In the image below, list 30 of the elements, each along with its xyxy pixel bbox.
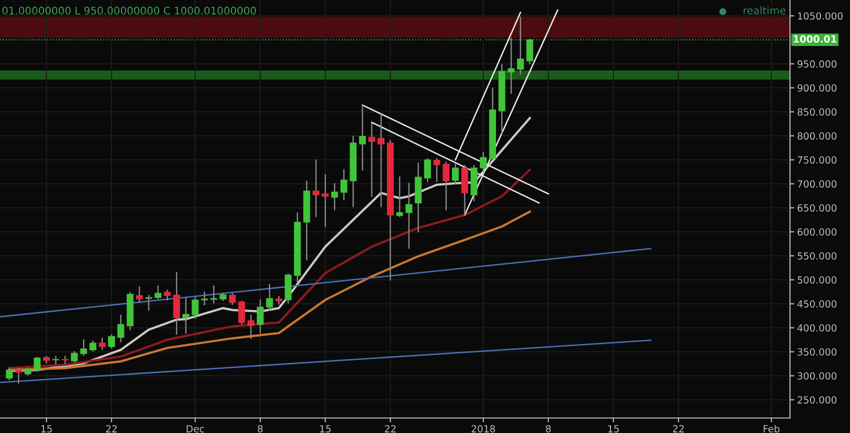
x-tick-label: 2018 <box>472 425 495 432</box>
y-tick-label: 300.000 <box>798 372 837 380</box>
y-tick-label: 750.000 <box>798 156 837 164</box>
x-tick-label: 8 <box>258 425 263 432</box>
x-tick-label: 22 <box>384 425 396 432</box>
annotation: realtime <box>744 6 786 14</box>
y-tick-label: 550.000 <box>798 252 837 260</box>
x-tick-label: 8 <box>546 425 551 432</box>
y-tick-label: 900.000 <box>798 84 837 92</box>
y-tick-label: 800.000 <box>798 132 837 140</box>
x-tick-label: 15 <box>608 425 619 432</box>
ref-line-label: 1000.01 <box>794 35 836 43</box>
y-tick-label: 1050.000 <box>798 12 843 20</box>
x-tick-label: Dec <box>186 425 204 432</box>
y-tick-label: 450.000 <box>797 300 837 308</box>
y-tick-label: 500.000 <box>798 276 837 284</box>
x-tick-label: 15 <box>41 425 52 432</box>
y-tick-label: 700.000 <box>798 180 837 188</box>
x-tick-label: Feb <box>764 424 780 432</box>
x-tick-label: 15 <box>320 425 331 432</box>
y-tick-label: 400.000 <box>797 324 837 332</box>
y-tick-label: 950.000 <box>798 60 837 68</box>
y-tick-label: 350.000 <box>798 348 837 356</box>
y-tick-label: 650.000 <box>798 204 837 212</box>
y-tick-label: 250.000 <box>798 396 837 404</box>
y-tick-label: 850.000 <box>798 108 837 116</box>
annotation: 01.00000000 L 950.00000000 C 1000.01000000 <box>2 6 256 15</box>
y-tick-label: 600.000 <box>798 228 837 236</box>
x-tick-label: 22 <box>672 425 684 432</box>
x-tick-label: 22 <box>106 425 117 432</box>
